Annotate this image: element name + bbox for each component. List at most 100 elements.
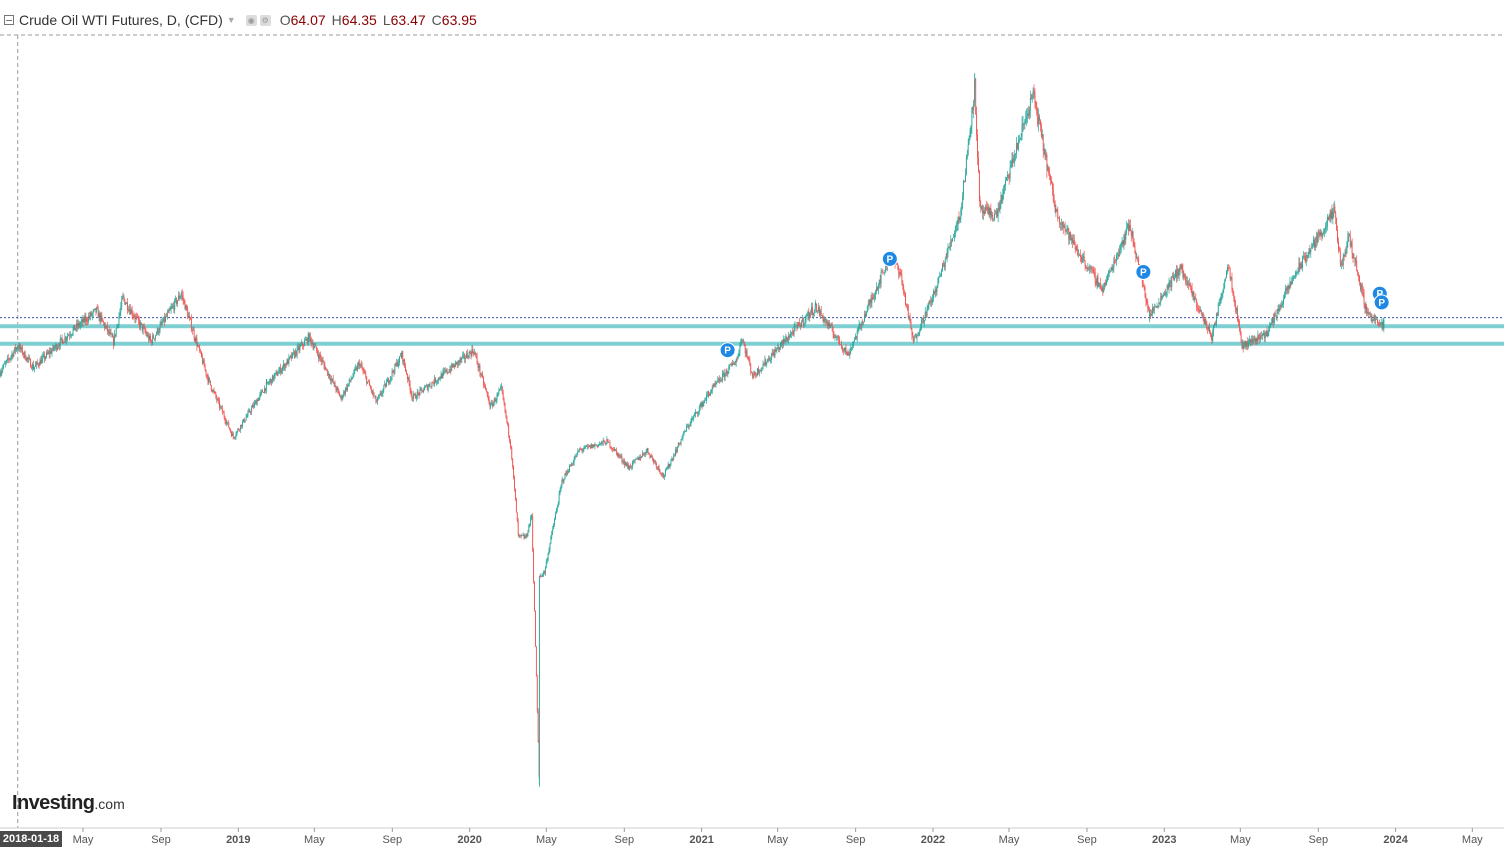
candle-body: [1038, 116, 1040, 125]
candle-body: [325, 368, 327, 370]
candle-body: [912, 337, 914, 342]
candle-body: [1079, 254, 1081, 256]
candle-body: [979, 195, 981, 207]
candle-body: [1371, 315, 1373, 322]
candle-body: [947, 246, 949, 254]
candle-body: [1120, 244, 1122, 250]
candle-body: [1053, 201, 1055, 205]
candle-body: [95, 307, 97, 313]
candle-body: [1303, 255, 1305, 258]
candle-body: [819, 310, 821, 316]
candle-body: [1319, 232, 1321, 236]
candle-body: [693, 415, 695, 419]
candle-body: [479, 365, 481, 374]
candle-body: [1091, 267, 1092, 270]
candle-body: [357, 362, 359, 365]
candle-body: [1383, 319, 1385, 329]
symbol-title[interactable]: Crude Oil WTI Futures, D, (CFD): [19, 12, 223, 28]
candle-body: [828, 322, 830, 327]
candle-body: [824, 318, 826, 320]
candle-body: [1117, 254, 1119, 257]
candle-body: [257, 399, 259, 401]
candle-body: [631, 461, 633, 467]
candle-body: [759, 370, 761, 372]
candle-body: [1257, 334, 1259, 342]
candle-body: [973, 100, 975, 111]
candle-body: [480, 373, 482, 376]
candle-body: [884, 271, 886, 274]
candle-body: [70, 335, 72, 336]
candle-body: [48, 351, 50, 355]
candle-body: [523, 535, 525, 539]
candle-body: [270, 379, 271, 382]
candle-body: [240, 424, 242, 430]
candle-body: [467, 357, 469, 359]
candle-body: [289, 356, 291, 358]
candle-body: [200, 350, 202, 352]
candle-body: [566, 471, 568, 475]
candle-body: [83, 316, 85, 323]
candle-body: [1329, 215, 1331, 219]
candle-body: [916, 335, 918, 339]
candle-body: [273, 375, 275, 380]
candle-body: [1101, 289, 1103, 292]
candle-body: [201, 356, 203, 364]
candle-body: [781, 341, 783, 345]
candle-body: [561, 479, 563, 481]
candle-body: [978, 157, 979, 172]
candle-body: [75, 328, 77, 331]
candle-body: [380, 393, 382, 395]
candle-body: [346, 387, 347, 391]
candle-body: [488, 397, 490, 404]
candle-body: [0, 372, 2, 376]
candle-body: [1335, 211, 1337, 218]
candle-body: [482, 374, 484, 378]
candle-body: [1281, 305, 1283, 308]
candle-body: [357, 364, 358, 371]
chevron-down-icon[interactable]: ▼: [226, 15, 236, 25]
candle-body: [61, 337, 63, 340]
candle-body: [877, 285, 879, 290]
candle-body: [658, 466, 660, 470]
event-marker[interactable]: P: [1135, 263, 1152, 280]
candle-body: [1069, 232, 1071, 240]
candle-body: [953, 237, 954, 238]
candle-body: [84, 316, 86, 322]
candle-body: [588, 445, 590, 447]
candle-body: [472, 349, 474, 353]
candle-body: [787, 339, 789, 342]
candle-body: [1237, 308, 1238, 320]
candle-body: [31, 367, 32, 369]
candle-body: [563, 479, 565, 482]
candle-body: [1089, 267, 1091, 270]
candle-body: [983, 210, 984, 214]
candle-body: [234, 436, 236, 438]
candle-body: [1221, 294, 1223, 296]
candle-body: [1322, 233, 1324, 237]
visibility-icon[interactable]: ◉: [245, 14, 257, 26]
candle-body: [1028, 109, 1030, 116]
collapse-toggle-icon[interactable]: [4, 15, 14, 25]
candle-body: [76, 323, 78, 329]
candle-body: [194, 337, 196, 342]
candle-body: [606, 439, 608, 440]
candle-body: [116, 324, 118, 329]
event-marker[interactable]: P: [881, 250, 898, 267]
candle-body: [1162, 296, 1164, 298]
event-marker[interactable]: P: [719, 342, 736, 359]
candle-body: [100, 315, 102, 321]
candle-body: [747, 357, 749, 359]
candle-body: [1214, 323, 1216, 326]
candle-body: [627, 464, 629, 468]
candle-body: [810, 312, 812, 314]
candle-body: [644, 453, 646, 455]
settings-icon[interactable]: ⚙: [259, 14, 271, 26]
event-marker[interactable]: P: [1373, 294, 1390, 311]
candle-body: [329, 378, 331, 381]
candle-body: [855, 336, 857, 339]
candle-body: [1178, 269, 1180, 276]
candle-body: [431, 382, 433, 387]
candle-body: [133, 316, 135, 317]
candle-body: [1161, 296, 1163, 298]
